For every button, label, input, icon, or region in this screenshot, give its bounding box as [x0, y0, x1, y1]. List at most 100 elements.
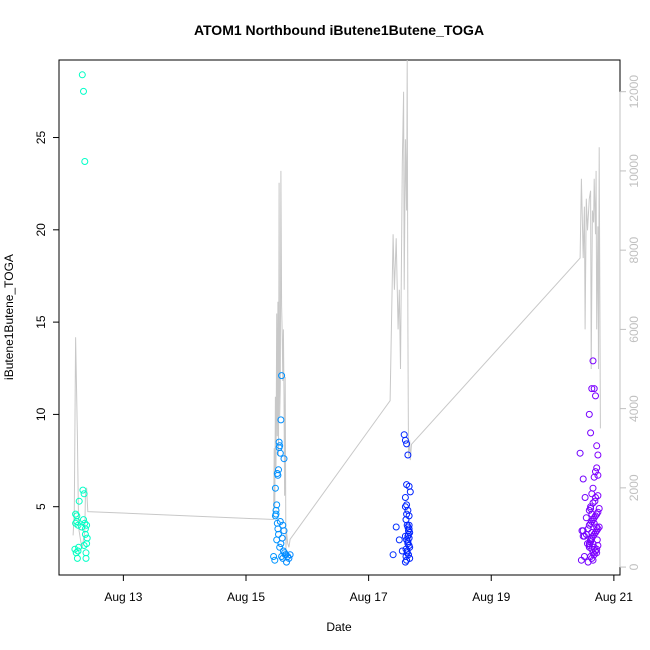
data-point — [273, 519, 281, 527]
y-tick-label: 25 — [34, 131, 48, 145]
data-point — [585, 410, 593, 418]
data-point — [271, 556, 279, 564]
secondary-series-line — [72, 59, 601, 552]
data-point — [582, 514, 590, 522]
y-axis: 5 10 15 20 25 — [34, 131, 60, 510]
chart-title: ATOM1 Northbound iButene1Butene_TOGA — [194, 22, 484, 38]
data-point — [576, 449, 584, 457]
data-point — [78, 71, 86, 79]
data-point — [75, 497, 83, 505]
data-point — [72, 519, 80, 527]
data-point — [404, 532, 412, 540]
data-point — [277, 416, 285, 424]
data-point — [81, 525, 89, 533]
data-point — [83, 521, 91, 529]
data-point — [285, 554, 293, 562]
data-point — [275, 466, 282, 474]
data-point — [280, 527, 288, 535]
data-point — [406, 543, 414, 551]
data-point — [270, 553, 278, 560]
data-point — [404, 523, 412, 531]
data-point — [588, 385, 596, 393]
data-point — [590, 473, 598, 481]
data-point — [593, 549, 601, 557]
right-y-tick-label: 4000 — [627, 395, 641, 422]
data-point — [275, 530, 282, 538]
points-layer — [71, 71, 603, 566]
y-tick-label: 20 — [34, 223, 48, 237]
data-point — [405, 534, 413, 542]
data-point — [278, 372, 286, 380]
data-point — [276, 543, 284, 551]
y-tick-label: 10 — [34, 407, 48, 421]
x-tick-label: Aug 13 — [104, 590, 142, 604]
x-tick-label: Aug 21 — [595, 590, 633, 604]
data-point — [73, 518, 81, 525]
data-point — [83, 534, 91, 542]
data-point — [592, 512, 599, 520]
data-point — [401, 558, 409, 566]
y-axis-label: iButene1Butene_TOGA — [2, 254, 16, 380]
data-point — [595, 505, 603, 512]
data-point — [405, 521, 413, 529]
data-point — [588, 554, 596, 562]
data-point — [272, 506, 280, 514]
data-point — [80, 516, 87, 524]
data-point — [403, 510, 411, 518]
data-point — [82, 549, 90, 557]
data-point — [587, 536, 595, 544]
x-tick-label: Aug 15 — [227, 590, 265, 604]
data-point — [595, 523, 603, 531]
data-point — [592, 468, 599, 476]
data-point — [593, 464, 601, 472]
data-point — [402, 545, 410, 553]
data-point — [592, 392, 599, 400]
data-point — [584, 558, 592, 566]
data-point — [587, 553, 595, 560]
data-point — [594, 492, 602, 500]
x-axis: Aug 13 Aug 15 Aug 17 Aug 19 Aug 21 — [104, 574, 633, 604]
data-point — [593, 536, 601, 544]
right-y-tick-label: 8000 — [627, 236, 641, 263]
data-point — [401, 503, 409, 511]
data-point — [271, 484, 279, 492]
data-point — [73, 554, 81, 562]
data-point — [588, 490, 596, 498]
data-point — [589, 484, 597, 492]
data-point — [400, 431, 408, 439]
data-point — [594, 525, 602, 533]
data-point — [585, 540, 593, 548]
data-point — [280, 455, 288, 463]
data-point — [403, 556, 411, 564]
data-point — [587, 429, 595, 437]
data-point — [273, 470, 281, 477]
data-point — [74, 547, 82, 555]
data-point — [82, 554, 90, 562]
data-point — [588, 510, 596, 518]
data-point — [404, 451, 412, 459]
right-y-tick-label: 0 — [627, 563, 641, 570]
x-tick-label: Aug 17 — [350, 590, 388, 604]
data-point — [594, 471, 602, 479]
data-point — [594, 451, 602, 459]
data-point — [584, 525, 592, 533]
data-point — [79, 486, 87, 494]
x-axis-label: Date — [326, 620, 352, 634]
data-point — [406, 488, 414, 496]
data-point — [587, 519, 595, 527]
data-point — [580, 532, 588, 540]
data-point — [395, 536, 403, 544]
data-point — [403, 481, 411, 489]
right-y-tick-label: 6000 — [627, 316, 641, 343]
data-point — [398, 547, 406, 555]
y-tick-label: 5 — [34, 503, 48, 510]
data-point — [286, 551, 294, 559]
x-tick-label: Aug 19 — [472, 590, 510, 604]
data-point — [81, 158, 89, 165]
data-point — [80, 490, 88, 498]
data-point — [392, 523, 400, 531]
data-point — [579, 475, 587, 483]
y-tick-label: 15 — [34, 315, 48, 329]
data-point — [593, 523, 601, 531]
